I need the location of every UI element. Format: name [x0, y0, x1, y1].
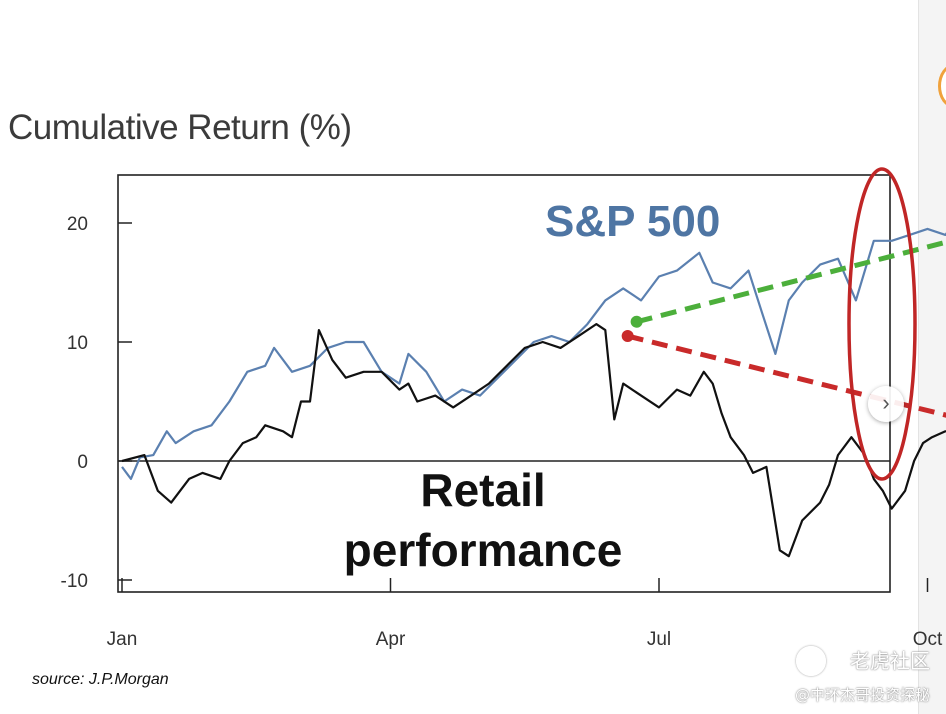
watermark-logo-icon: [796, 646, 826, 676]
x-tick-label: Jul: [647, 629, 671, 650]
series-label-sp500: S&P 500: [545, 197, 720, 246]
x-tick-label: Jan: [107, 629, 138, 650]
source-note: source: J.P.Morgan: [32, 671, 169, 688]
trend-arrow: [627, 333, 946, 418]
trend-arrow-start: [621, 330, 634, 343]
series-line: [121, 227, 946, 480]
plot-frame: [117, 174, 891, 593]
trend-arrow: [636, 239, 946, 325]
x-tick-label: Apr: [376, 629, 406, 650]
x-tick-label: Oct: [913, 629, 943, 650]
next-slide-button[interactable]: ›: [868, 386, 904, 422]
chart-title: Cumulative Return (%): [8, 108, 352, 147]
y-tick-label: 10: [67, 333, 88, 354]
y-tick-label: 0: [77, 452, 88, 473]
side-panel: [918, 0, 946, 714]
trend-arrow-start: [630, 315, 643, 328]
series-label-retail: Retail: [420, 464, 545, 516]
watermark-title: 老虎社区: [850, 649, 930, 673]
y-tick-label: 20: [67, 214, 88, 235]
y-tick-label: -10: [61, 571, 88, 592]
watermark-author: @中环杰哥投资探秘: [794, 686, 930, 704]
series-label-retail-line2: performance: [344, 524, 623, 576]
chevron-right-icon: ›: [882, 390, 890, 415]
series-line: [121, 323, 946, 558]
highlight-ellipse: [847, 167, 917, 481]
